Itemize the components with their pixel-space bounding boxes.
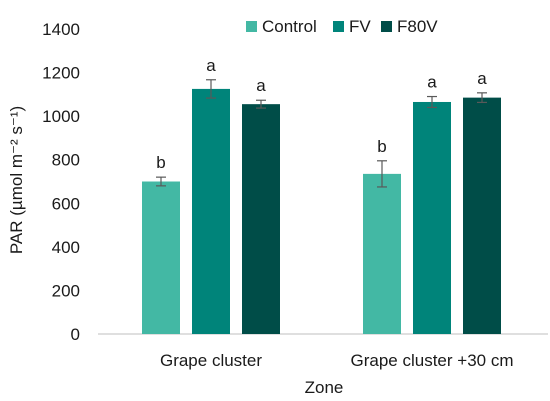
x-axis-title: Zone [305, 378, 344, 397]
y-tick-labels: 0 200 400 600 800 1000 1200 1400 [42, 20, 80, 344]
category-labels: Grape cluster Grape cluster +30 cm [160, 351, 514, 370]
significance-letter: a [206, 56, 216, 75]
y-tick-label: 1400 [42, 20, 80, 39]
significance-letter: b [377, 137, 386, 156]
category-label: Grape cluster [160, 351, 262, 370]
y-axis-title: PAR (µmol m⁻² s⁻¹) [7, 106, 26, 254]
legend-label: FV [349, 17, 371, 36]
bar [192, 88, 230, 335]
y-tick-label: 800 [52, 151, 80, 170]
legend-swatch [333, 21, 344, 32]
legend-swatch [381, 21, 392, 32]
bar [463, 97, 501, 334]
category-label: Grape cluster +30 cm [351, 351, 514, 370]
significance-letter: a [427, 73, 437, 92]
significance-letter: b [156, 153, 165, 172]
y-tick-label: 400 [52, 238, 80, 257]
bar [242, 104, 280, 335]
bar [142, 181, 180, 334]
y-tick-label: 1000 [42, 107, 80, 126]
legend-swatch [246, 21, 257, 32]
legend-label: F80V [397, 17, 438, 36]
legend-label: Control [262, 17, 317, 36]
y-tick-label: 0 [71, 325, 80, 344]
legend: Control FV F80V [246, 17, 438, 36]
bar [413, 101, 451, 334]
significance-letter: a [256, 76, 266, 95]
y-tick-label: 200 [52, 281, 80, 300]
y-tick-label: 1200 [42, 64, 80, 83]
bar [363, 173, 401, 334]
y-tick-label: 600 [52, 194, 80, 213]
significance-letter: a [477, 69, 487, 88]
bar-series: b a a b a a [142, 56, 501, 335]
